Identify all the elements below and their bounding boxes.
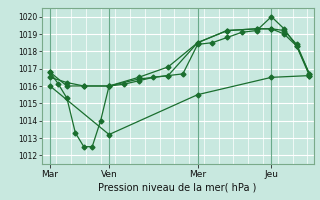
X-axis label: Pression niveau de la mer( hPa ): Pression niveau de la mer( hPa )	[99, 183, 257, 193]
